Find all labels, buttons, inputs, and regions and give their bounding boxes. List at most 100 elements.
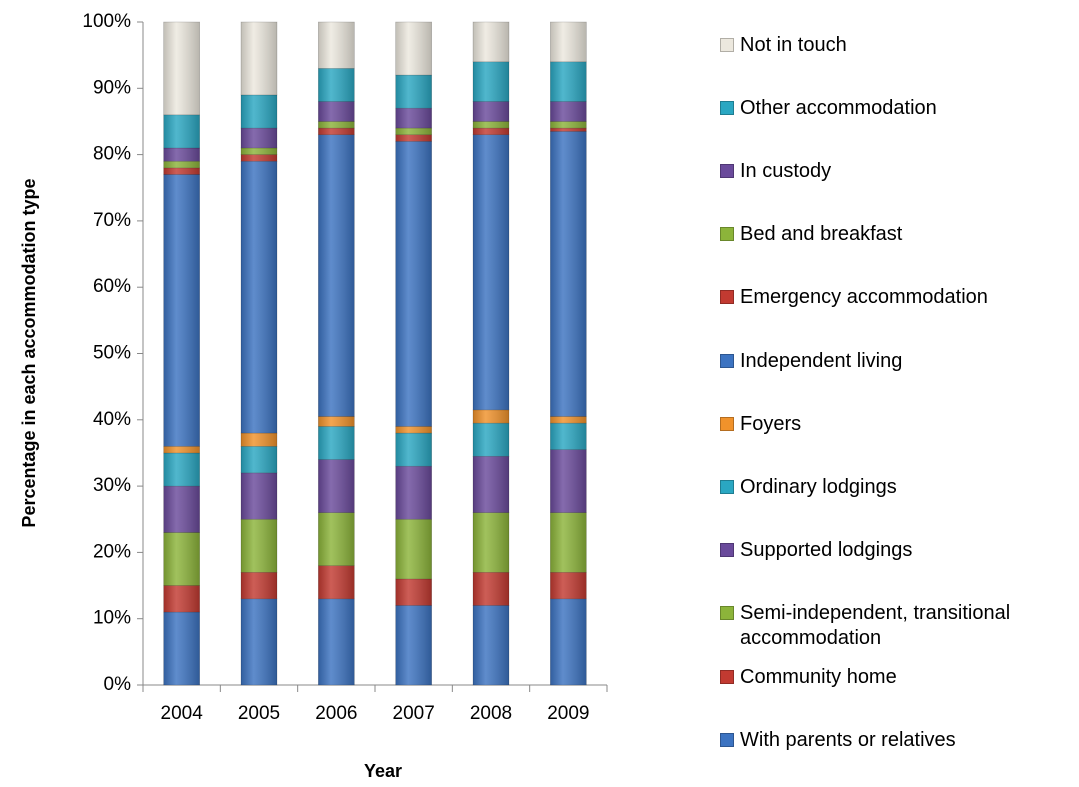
bar-shade	[473, 512, 509, 573]
legend-item: Not in touch	[720, 33, 1075, 58]
bar-shade	[473, 101, 509, 122]
bar-shade	[395, 578, 432, 606]
x-axis-title: Year	[364, 761, 402, 781]
legend-item: Ordinary lodgings	[720, 475, 1075, 500]
legend-label: Foyers	[740, 412, 802, 435]
bar-shade	[550, 598, 587, 685]
bar-shade	[395, 75, 432, 109]
legend-item: Other accommodation	[720, 96, 1075, 121]
legend-label: In custody	[740, 159, 832, 182]
bar-shade	[473, 605, 509, 685]
bar-shade	[241, 446, 277, 473]
legend-swatch	[720, 353, 734, 368]
bar-shade	[550, 423, 587, 450]
y-axis-title: Percentage in each accommodation type	[19, 178, 39, 527]
bar-shade	[473, 134, 509, 410]
legend-item: Bed and breakfast	[720, 222, 1075, 247]
bar-shade	[473, 128, 509, 135]
bar-shade	[318, 101, 355, 122]
y-tick-label: 60%	[93, 276, 131, 297]
bar-shade	[550, 61, 587, 102]
x-tick-label: 2007	[393, 703, 435, 724]
bar-shade	[241, 472, 277, 520]
bar-shade	[318, 134, 355, 417]
y-tick-label: 100%	[82, 11, 131, 32]
legend-item: Supported lodgings	[720, 538, 1075, 563]
bar-shade	[318, 512, 355, 566]
legend-label: Bed and breakfast	[740, 223, 903, 246]
bar-shade	[163, 114, 200, 148]
bar-shade	[163, 452, 200, 487]
bar-shade	[241, 161, 277, 434]
legend-item: With parents or relatives	[720, 728, 1075, 753]
legend-item: Foyers	[720, 412, 1075, 437]
legend-label: Other accommodation	[740, 96, 937, 119]
bar-shade	[241, 598, 277, 685]
bar-shade	[550, 22, 587, 62]
bar-shade	[395, 128, 432, 135]
bar-shade	[241, 154, 277, 162]
bar-shade	[318, 565, 355, 599]
legend-swatch	[720, 100, 734, 115]
bar-shade	[395, 141, 432, 427]
bar-shade	[241, 147, 277, 155]
legend-swatch	[720, 227, 734, 242]
bar-shade	[473, 409, 509, 424]
x-tick-label: 2009	[547, 703, 589, 724]
bar-shade	[318, 459, 355, 513]
bar-shade	[473, 121, 509, 129]
legend-label: Emergency accommodation	[740, 286, 988, 309]
y-tick-label: 30%	[93, 475, 131, 496]
bar-shade	[473, 61, 509, 102]
bar-shade	[550, 101, 587, 122]
bar-shade	[163, 532, 200, 586]
bar-shade	[550, 572, 587, 599]
legend-item: Emergency accommodation	[720, 285, 1075, 310]
bar-shade	[318, 598, 355, 685]
legend-swatch	[720, 732, 734, 747]
legend-swatch	[720, 543, 734, 558]
bar-shade	[241, 572, 277, 599]
bar-shade	[395, 426, 432, 434]
legend-swatch	[720, 416, 734, 431]
x-tick-label: 2005	[238, 703, 280, 724]
legend-swatch	[720, 290, 734, 305]
legend-swatch	[720, 606, 734, 621]
legend-label: Community home	[740, 665, 897, 688]
x-tick-label: 2004	[161, 703, 204, 724]
bar-shade	[473, 572, 509, 606]
bar-shade	[241, 22, 277, 95]
bar-shade	[163, 446, 200, 453]
bar-shade	[318, 121, 355, 129]
x-tick-label: 2008	[470, 703, 512, 724]
bar-shade	[473, 456, 509, 513]
y-tick-label: 40%	[93, 409, 131, 430]
legend-label: Independent living	[740, 349, 903, 372]
legend-swatch	[720, 669, 734, 684]
bar-shade	[395, 134, 432, 142]
y-tick-label: 50%	[93, 343, 131, 364]
legend-label: Supported lodgings	[740, 539, 913, 562]
bar-shade	[473, 423, 509, 457]
bar-shade	[550, 512, 587, 573]
bar-shade	[241, 128, 277, 148]
legend-item: Independent living	[720, 349, 1075, 374]
bar-shade	[318, 416, 355, 427]
bar-shade	[163, 174, 200, 447]
bar-shade	[550, 449, 587, 513]
legend-swatch	[720, 479, 734, 494]
bar-shade	[550, 121, 587, 129]
legend-label: Ordinary lodgings	[740, 475, 897, 498]
legend-item: Community home	[720, 665, 1075, 690]
x-tick-label: 2006	[315, 703, 357, 724]
chart: Percentage in each accommodation type Ye…	[19, 11, 608, 781]
bar-shade	[395, 519, 432, 579]
bar-shade	[318, 22, 355, 69]
y-tick-label: 90%	[93, 77, 131, 98]
legend-label: With parents or relatives	[740, 728, 956, 751]
bar-shade	[163, 161, 200, 168]
y-tick-label: 0%	[104, 674, 132, 695]
legend-item: In custody	[720, 159, 1075, 184]
y-tick-label: 80%	[93, 144, 131, 165]
